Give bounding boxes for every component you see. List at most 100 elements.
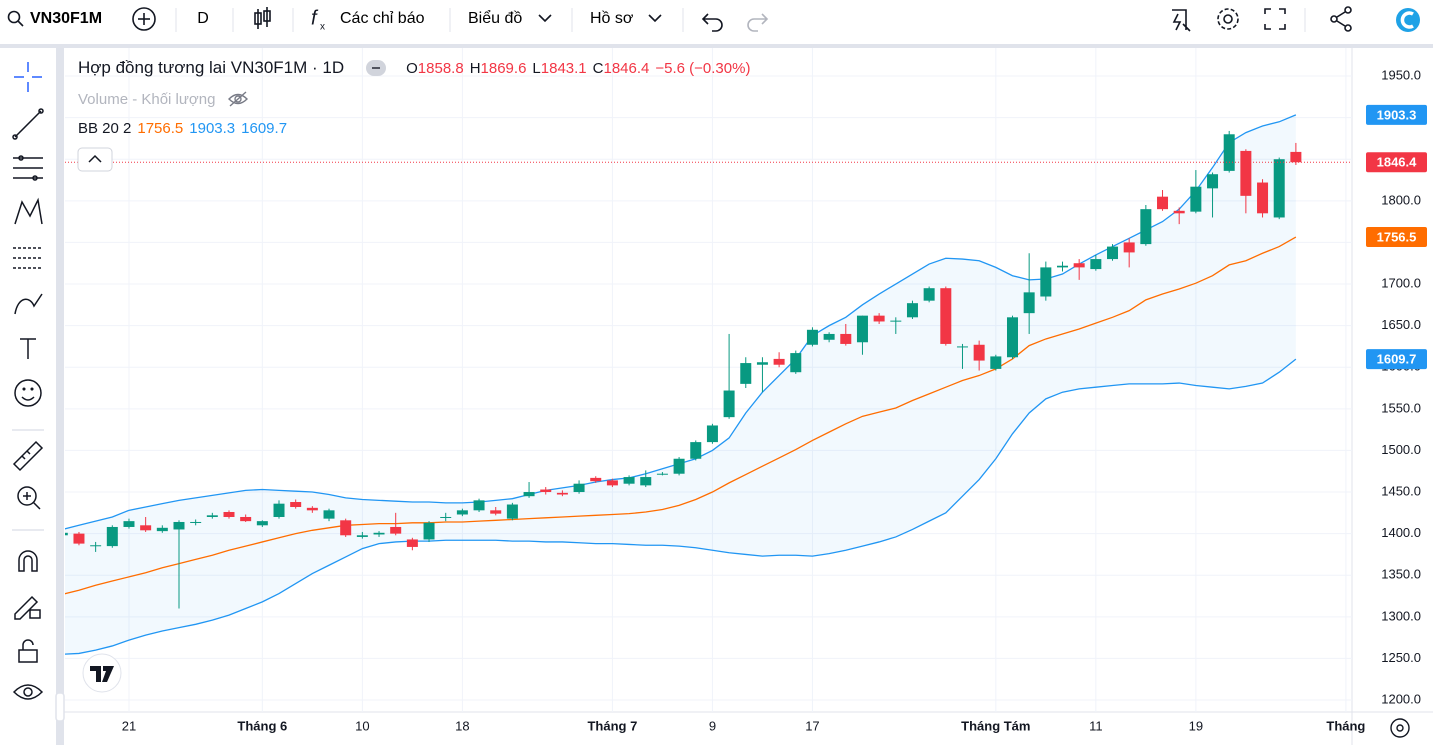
- candle-body: [1273, 159, 1285, 218]
- price-tag-label: 1756.5: [1377, 229, 1417, 244]
- candle-body: [490, 510, 502, 514]
- y-tick-label: 1500.0: [1381, 442, 1421, 457]
- chart-title: Hợp đồng tương lai VN30F1M · 1D: [78, 58, 345, 77]
- candle-body: [1006, 317, 1018, 358]
- y-tick-label: 1800.0: [1381, 192, 1421, 207]
- ruler-tool[interactable]: [12, 440, 44, 472]
- undo-button[interactable]: [701, 13, 723, 32]
- price-tag: [1366, 152, 1427, 173]
- share-lines: [1336, 11, 1346, 27]
- unlock-tool[interactable]: [18, 639, 38, 663]
- zoom-tool[interactable]: [17, 486, 37, 506]
- value: 1858.8: [417, 59, 464, 77]
- candle-body: [223, 511, 235, 517]
- hidden-icon[interactable]: [227, 90, 249, 108]
- tv-logo-mark: [90, 666, 114, 682]
- ohlc: O1858.8 H1869.6 L1843.1 C1846.4 −5.6 (−0…: [406, 60, 750, 77]
- y-tick-label: 1950.0: [1381, 67, 1421, 82]
- x-tick-label: 11: [1089, 718, 1103, 733]
- collapse-handle[interactable]: [55, 692, 65, 722]
- candle-body: [440, 516, 452, 518]
- settings-button[interactable]: [1223, 14, 1233, 24]
- tv-logo[interactable]: [82, 653, 122, 693]
- status-dot[interactable]: [366, 60, 387, 76]
- projection-tool[interactable]: [13, 247, 43, 269]
- y-tick-label: 1700.0: [1381, 275, 1421, 290]
- candle-body: [1207, 174, 1219, 189]
- compare-button[interactable]: [132, 7, 156, 31]
- candle-body: [1140, 209, 1152, 245]
- label: O: [406, 59, 418, 77]
- top-toolbar: f x: [7, 6, 1420, 33]
- symbol[interactable]: VN30F1M: [30, 10, 102, 27]
- candle-body: [1040, 267, 1052, 297]
- candle-body: [590, 477, 602, 482]
- alert-button[interactable]: [1172, 9, 1191, 32]
- fx-icon[interactable]: f: [311, 7, 319, 29]
- logo[interactable]: [1396, 8, 1420, 32]
- chart-menu[interactable]: Biểu đồ: [468, 9, 522, 27]
- band-fill: [65, 114, 1296, 655]
- ohlc-high: H1869.6: [470, 60, 527, 77]
- candle-body: [790, 353, 802, 373]
- redo-button[interactable]: [747, 13, 769, 32]
- visibility-tool[interactable]: [12, 684, 44, 700]
- candle-body: [606, 480, 618, 486]
- icon-stroke: [372, 67, 381, 69]
- candle-body: [723, 390, 735, 418]
- crosshair-tool[interactable]: [14, 62, 42, 92]
- candle-body: [356, 535, 368, 537]
- candle-body: [640, 477, 652, 486]
- candle-body: [340, 520, 352, 536]
- fib-tool[interactable]: [13, 157, 43, 179]
- legend-collapse-button[interactable]: [77, 147, 113, 172]
- brush-tool[interactable]: [14, 293, 43, 315]
- indicators-button[interactable]: Các chỉ báo: [340, 10, 425, 27]
- x-tick-label: 19: [1189, 718, 1203, 733]
- candle-body: [973, 344, 985, 361]
- x-tick-label: 9: [709, 718, 716, 733]
- candle-body: [706, 425, 718, 443]
- lock-drawings-tool[interactable]: [14, 595, 41, 620]
- candle-body: [140, 525, 152, 531]
- candle-body: [823, 333, 835, 340]
- text-tool[interactable]: [20, 338, 36, 359]
- candle-body: [890, 320, 902, 322]
- price-tag: [1366, 227, 1427, 248]
- icon-tool[interactable]: [14, 379, 42, 407]
- candle-body: [256, 521, 268, 526]
- candle-body: [656, 473, 668, 475]
- label: L: [532, 59, 541, 77]
- candle-body: [873, 315, 885, 322]
- price-tag-label: 1903.3: [1377, 107, 1417, 122]
- axes: 1200.0 1250.0 1300.0 1350.0 1400.0 1450.0 1500…: [122, 67, 1427, 733]
- fullscreen-button[interactable]: [1264, 8, 1286, 30]
- candle-type-button[interactable]: [254, 7, 271, 29]
- candle-body: [65, 532, 68, 536]
- profile-menu[interactable]: Hồ sơ: [590, 10, 634, 27]
- interval[interactable]: D: [197, 10, 209, 27]
- candle-body: [1223, 134, 1235, 171]
- candle-body: [990, 356, 1002, 369]
- y-tick-label: 1450.0: [1381, 483, 1421, 498]
- search-icon-handle: [17, 20, 24, 27]
- candle-body: [290, 502, 302, 508]
- icon-stroke: [1396, 724, 1404, 732]
- price-tag-label: 1846.4: [1377, 155, 1418, 170]
- share-button[interactable]: [1344, 6, 1352, 14]
- bb-basis-line: [65, 236, 1297, 595]
- candle-body: [306, 507, 318, 511]
- time-axis-settings[interactable]: [1390, 718, 1410, 738]
- candle-body: [1023, 292, 1035, 314]
- pattern-tool[interactable]: [14, 197, 43, 225]
- candle-body: [156, 527, 168, 532]
- x-tick-label: 10: [355, 718, 369, 733]
- label: C: [592, 59, 604, 77]
- share-node: [1344, 24, 1352, 32]
- candle-body: [423, 522, 435, 540]
- legend-bb: BB 20 2 1756.5 1903.3 1609.7: [78, 120, 287, 137]
- trend-line-tool[interactable]: [14, 110, 42, 138]
- magnet-tool[interactable]: [18, 550, 38, 572]
- search-icon[interactable]: [7, 10, 21, 24]
- price-tag-label: 1609.7: [1377, 352, 1417, 367]
